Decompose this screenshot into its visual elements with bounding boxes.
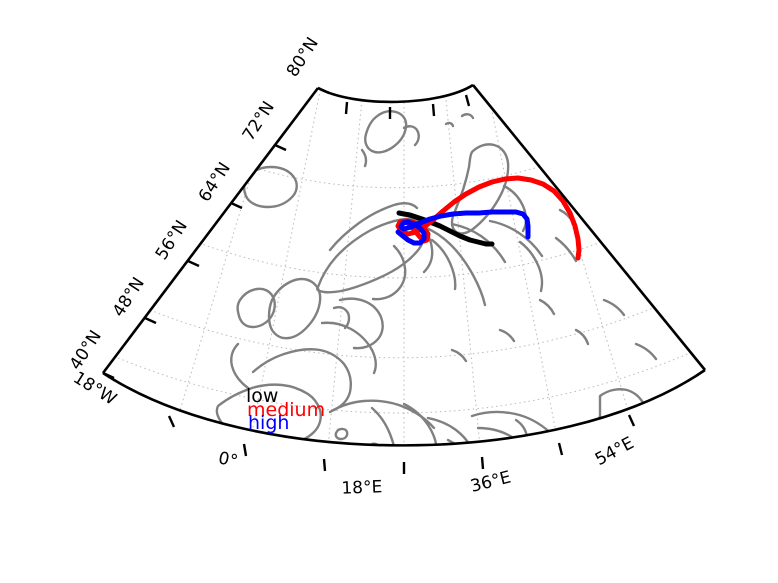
- track-legend: low medium high: [246, 385, 325, 434]
- tick-56N: [187, 259, 200, 268]
- coast-svalbard: [364, 110, 408, 154]
- tick-bottom-0: [242, 443, 248, 457]
- coastlines: [206, 110, 682, 464]
- coast-biscay: [230, 342, 250, 390]
- tick-80N: [317, 86, 330, 95]
- coast-gulf-bothnia: [371, 244, 407, 301]
- longitude-ticks-top: [344, 94, 471, 119]
- coast-ireland: [236, 287, 276, 329]
- frame-left-edge: [101, 87, 320, 374]
- frame-right-edge: [471, 84, 707, 371]
- coast-corsica-sardinia: [334, 427, 349, 441]
- coast-north-island-2: [444, 121, 455, 128]
- coast-inland-7: [598, 178, 616, 196]
- coast-denmark: [332, 306, 351, 330]
- coast-inland-10: [664, 298, 682, 316]
- coast-inland-5: [498, 328, 516, 343]
- tick-bottom-9W: [167, 415, 176, 428]
- parallel-64N: [198, 237, 613, 279]
- coast-great-britain: [267, 277, 322, 340]
- lon-label-36E: 36°E: [469, 468, 513, 497]
- map-frame: [101, 83, 707, 447]
- coast-white-sea: [430, 238, 457, 291]
- coast-italy: [370, 406, 397, 446]
- tick-top-54E: [464, 94, 471, 107]
- coast-inland-3: [634, 342, 658, 361]
- coast-baltic-south: [338, 297, 384, 350]
- coast-balkans: [426, 416, 476, 446]
- tick-72N: [274, 143, 287, 152]
- lat-label-40N: 40°N: [66, 327, 106, 374]
- coast-novaya-zemlya: [450, 143, 510, 235]
- lon-label-18E: 18°E: [341, 477, 383, 498]
- coast-inland-1: [574, 328, 590, 346]
- legend-item-medium: medium: [247, 399, 325, 421]
- coast-norway-west: [328, 202, 419, 252]
- coast-inland-2: [602, 298, 626, 317]
- lon-label-54E: 54°E: [592, 433, 637, 470]
- coast-greece: [446, 438, 470, 446]
- latitude-ticks: [102, 86, 330, 380]
- lat-label-72N: 72°N: [239, 98, 279, 145]
- parallel-80N: [317, 85, 474, 95]
- tick-48N: [144, 316, 157, 325]
- frame-bottom-arc: [102, 368, 706, 447]
- coast-france: [251, 348, 352, 412]
- coast-yamal: [488, 219, 544, 258]
- track-low: [396, 210, 495, 247]
- tick-bottom-45E: [627, 414, 636, 427]
- tick-bottom-36E: [557, 442, 564, 456]
- track-high: [395, 209, 531, 246]
- tick-top-0: [344, 101, 349, 115]
- trajectory-tracks: [395, 175, 582, 261]
- coast-north-island-1: [460, 113, 475, 120]
- frame-top-arc: [317, 83, 474, 104]
- legend-item-high: high: [248, 412, 289, 434]
- lat-label-56N: 56°N: [152, 217, 192, 264]
- coast-kara-east: [554, 236, 578, 263]
- tick-top-36E: [431, 103, 436, 117]
- meridian-36E: [403, 85, 563, 446]
- coast-ob-bay: [518, 240, 544, 293]
- lon-label-0: 0°: [217, 448, 240, 472]
- coast-svalbard-east: [402, 125, 420, 147]
- tick-40N: [102, 371, 115, 380]
- coast-balearics: [294, 440, 305, 446]
- lat-label-64N: 64°N: [195, 159, 235, 206]
- lat-label-80N: 80°N: [283, 34, 323, 81]
- lat-label-48N: 48°N: [109, 274, 149, 321]
- coast-inland-9: [646, 248, 664, 266]
- coast-pechora: [450, 222, 507, 264]
- coast-north-germany: [320, 321, 377, 375]
- coast-inland-4: [538, 298, 556, 316]
- tick-bottom-9E: [322, 458, 327, 472]
- tick-64N: [230, 201, 243, 210]
- tick-bottom-27E: [480, 456, 485, 470]
- coast-svalbard-south: [360, 148, 368, 168]
- longitude-ticks-bottom: [167, 414, 636, 474]
- coast-libya: [390, 455, 448, 464]
- coast-iceland: [242, 165, 298, 209]
- coast-russia-arctic: [422, 225, 487, 307]
- coast-inland-6: [450, 348, 468, 363]
- legend-item-low: low: [246, 385, 278, 407]
- coast-crete: [462, 458, 470, 462]
